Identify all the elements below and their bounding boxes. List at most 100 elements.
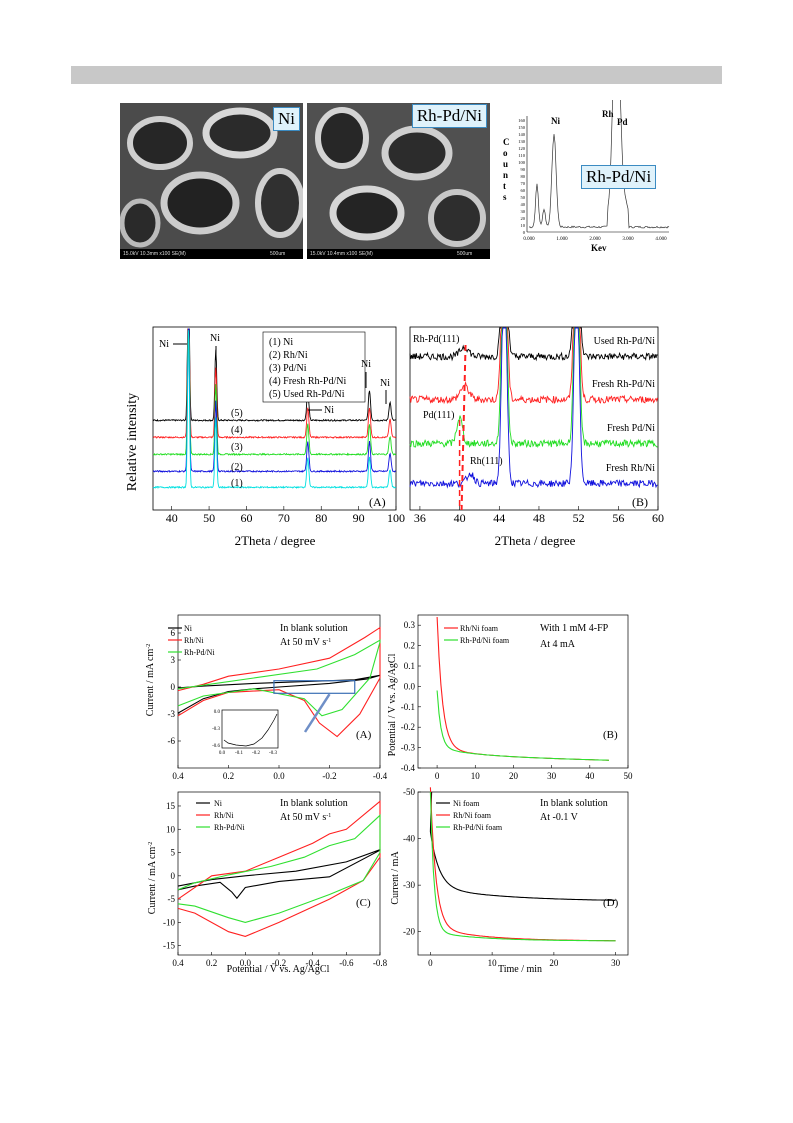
panel-b-y-tick-label: 0.0 xyxy=(404,681,416,691)
xrd-b-frame xyxy=(409,326,659,511)
panel-b-x-tick-label: 30 xyxy=(547,771,557,781)
xrd-a-frame xyxy=(152,326,397,511)
xrd-b-fresh-rhpdni xyxy=(409,327,659,405)
panel-a-zoom-arrow xyxy=(303,693,331,733)
xrd-b-rhpd-guide xyxy=(460,344,467,511)
eds-y-tick-label: 100 xyxy=(518,160,526,165)
panel-a-y-tick-label: -6 xyxy=(168,736,176,746)
panel-b-frame xyxy=(417,614,629,769)
panel-d-xlabel: Time / min xyxy=(498,964,542,975)
eds-peak-pd: Pd xyxy=(617,117,628,127)
panel-a-ni-cv xyxy=(177,674,381,714)
eds-y-tick-label: 160 xyxy=(518,118,526,123)
eds-peak-ni: Ni xyxy=(551,116,560,126)
eds-y-ticks: 0 10 20 30 40 50 60 70 80 90 100 110 120 130 140 150 160 xyxy=(518,118,526,235)
panel-b-y-tick-label: 0.1 xyxy=(404,661,415,671)
eds-x-tick-label: 2.000 xyxy=(589,237,601,242)
panel-d-x-tick-label: 0 xyxy=(428,958,433,968)
xrd-a-pdni xyxy=(152,328,397,457)
xrd-b-label-1: Used Rh-Pd/Ni xyxy=(594,336,656,347)
eds-y-tick-label: 30 xyxy=(521,209,526,214)
panel-c-label: (C) xyxy=(356,897,371,909)
xrd-b-x-tick-label: 40 xyxy=(454,511,466,525)
panel-b-y-tick-label: -0.3 xyxy=(401,743,416,753)
panel-c-x-tick-label: -0.2 xyxy=(272,958,286,968)
panel-d-x-tick-label: 30 xyxy=(611,958,621,968)
panel-c-frame xyxy=(177,791,381,956)
panel-a-y-tick-label: -3 xyxy=(168,709,176,719)
eds-y-tick-label: 90 xyxy=(521,167,526,172)
eds-y-tick-label: 150 xyxy=(518,125,526,130)
xrd-b-x-tick-label: 52 xyxy=(573,511,585,525)
panel-a-y-tick-label: 3 xyxy=(171,655,176,665)
xrd-legend-5: (5) Used Rh-Pd/Ni xyxy=(269,389,345,400)
panel-a-legend-3: Rh-Pd/Ni xyxy=(184,648,215,657)
xrd-a-fresh-rhpdni xyxy=(152,328,397,440)
panel-c-x-tick-label: 0.0 xyxy=(240,958,252,968)
panel-c-note-2: At 50 mV s-1 xyxy=(280,812,331,823)
xrd-b-traces xyxy=(409,327,659,511)
xrd-a-rhni xyxy=(152,328,396,474)
panel-b-ylabel: Potential / V vs. Ag/AgCl xyxy=(387,653,398,756)
panel-b-x-tick-label: 10 xyxy=(471,771,481,781)
panel-c-legend-3: Rh-Pd/Ni xyxy=(214,823,245,832)
panel-c-y-tick-label: 0 xyxy=(171,871,176,881)
panel-d-frame xyxy=(417,791,629,956)
panel-d-legend-3: Rh-Pd/Ni foam xyxy=(453,823,503,832)
xrd-panel-a: (A) xyxy=(369,495,386,509)
xrd-a-x-tick-label: 50 xyxy=(203,511,215,525)
panel-b-y-tick-label: -0.2 xyxy=(401,722,415,732)
panel-a-y-tick-label: 0 xyxy=(171,682,176,692)
xrd-a-x-tick-label: 100 xyxy=(387,511,405,525)
xrd-b-pdni xyxy=(409,327,658,449)
inset-x-tick-label: -0.3 xyxy=(269,751,277,756)
eds-y-tick-label: 80 xyxy=(521,174,526,179)
panel-c-x-tick-label: 0.2 xyxy=(206,958,217,968)
xrd-ni-label-2: Ni xyxy=(210,333,220,344)
eds-x-tick-label: 0.000 xyxy=(523,237,535,242)
panel-c-y-tick-label: -15 xyxy=(163,941,175,951)
electro-figure: 630-3-60.4 0.2 0.0 -0.2 -0.40.0-0.3-0.60.0 -0… xyxy=(145,614,634,975)
panel-a-x-tick-label: 0.4 xyxy=(172,771,184,781)
xrd-b-xlabel: 2Theta / degree xyxy=(495,533,576,548)
panel-a-ylabel: Current / mA cm-2 xyxy=(145,644,156,717)
panel-d-y-tick-label: -20 xyxy=(403,927,415,937)
xrd-ni-label-5: Ni xyxy=(380,378,390,389)
panel-a-x-tick-label: 0.2 xyxy=(223,771,234,781)
panel-c-legend-2: Rh/Ni xyxy=(214,811,234,820)
panel-a-rhni-cv xyxy=(177,626,381,738)
xrd-pd111: Pd(111) xyxy=(423,410,454,421)
xrd-legend-4: (4) Fresh Rh-Pd/Ni xyxy=(269,376,346,387)
panel-b-x-tick-label: 50 xyxy=(624,771,634,781)
panel-b-legend-1: Rh/Ni foam xyxy=(460,624,499,633)
eds-trace xyxy=(528,100,670,229)
xrd-rh111: Rh(111) xyxy=(470,456,503,467)
xrd-legend-1: (1) Ni xyxy=(269,337,293,348)
xrd-ylabel: Relative intensity xyxy=(125,393,140,491)
xrd-b-rhni xyxy=(409,327,658,489)
panel-a-legend-1: Ni xyxy=(184,624,193,633)
xrd-b-x-tick-label: 60 xyxy=(652,511,664,525)
sem-image-ni: 15.0kV 10.3mm x100 SE(M) 500um Ni xyxy=(120,103,303,259)
xrd-a-ni xyxy=(152,330,397,490)
inset-x-tick-label: -0.2 xyxy=(252,751,260,756)
panel-d-x-tick-label: 10 xyxy=(488,958,498,968)
panel-c-y-tick-label: 15 xyxy=(166,801,176,811)
panel-c-ylabel: Current / mA cm-2 xyxy=(147,842,158,915)
eds-y-tick-label: 0 xyxy=(523,230,526,235)
panel-a-note-2: At 50 mV s-1 xyxy=(280,637,331,648)
panel-d-y-tick-label: -40 xyxy=(403,834,415,844)
panel-d-note-1: In blank solution xyxy=(540,798,608,809)
inset-x-tick-label: 0.0 xyxy=(219,751,226,756)
panel-a-frame xyxy=(177,614,381,769)
eds-y-tick-label: 70 xyxy=(521,181,526,186)
xrd-legend-box xyxy=(262,331,366,403)
panel-c-rhni-cv xyxy=(177,800,381,937)
xrd-b-label-2: Fresh Rh-Pd/Ni xyxy=(592,379,655,390)
panel-d-note-2: At -0.1 V xyxy=(540,812,579,823)
panel-c-y-tick-label: -5 xyxy=(168,894,176,904)
sem-ni-caption: 15.0kV 10.3mm x100 SE(M) xyxy=(123,251,186,257)
sem-ni-scale: 500um xyxy=(270,251,286,257)
xrd-panel-b: (B) xyxy=(632,495,648,509)
